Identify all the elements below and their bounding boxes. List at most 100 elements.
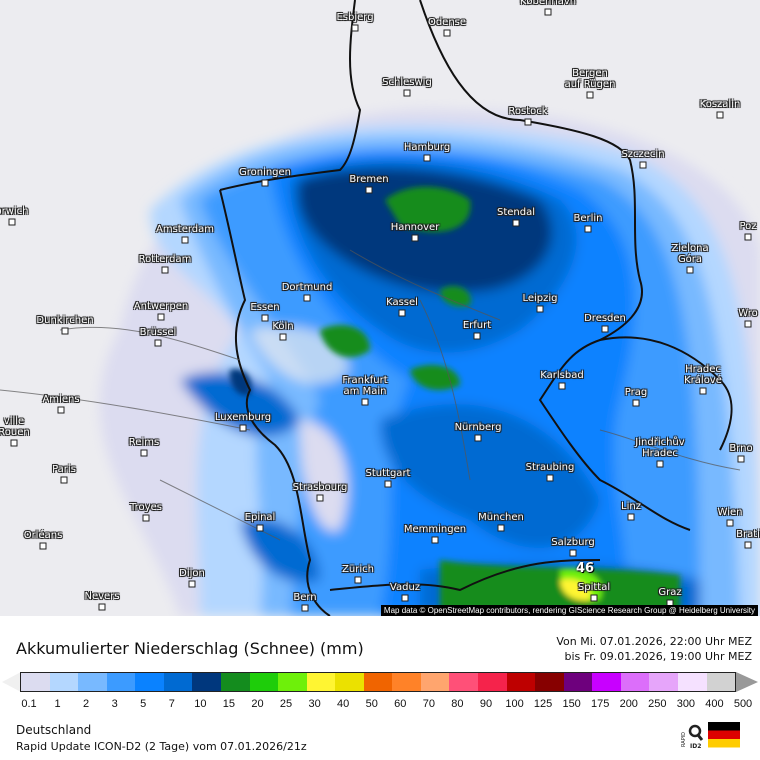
city-label: Paris [52,464,76,475]
city-marker [524,118,532,126]
city-label: Köln [272,321,294,332]
city-marker [398,309,406,317]
city-marker [716,111,724,119]
color-swatch [363,673,393,691]
city-marker [140,449,148,457]
city-marker [411,234,419,242]
scale-tick-label: 60 [394,698,407,710]
city-label: København [519,0,577,7]
city-label: Stuttgart [365,468,411,479]
scale-tick-label: 50 [365,698,378,710]
color-swatch [563,673,593,691]
legend-panel: Akkumulierter Niederschlag (Schnee) (mm)… [0,616,760,760]
city-marker [401,594,409,602]
city-marker [98,603,106,611]
city-label: Hannover [390,222,440,233]
color-swatch [335,673,364,691]
city-label: Karlsbad [540,370,584,381]
city-label: Spittal [577,582,611,593]
city-label: Jindřichův Hradec [635,437,685,459]
city-label: Dresden [584,313,626,324]
city-marker [301,604,309,612]
color-swatch [706,673,736,691]
city-marker [188,580,196,588]
color-swatch [135,673,164,691]
city-marker [10,439,18,447]
color-swatch [649,673,678,691]
city-marker [365,186,373,194]
color-swatch [106,673,136,691]
scale-tick-label: 70 [422,698,435,710]
color-swatch [306,673,336,691]
scale-tick-label: 40 [337,698,350,710]
scale-tick-label: 7 [168,698,175,710]
city-label: Brno [729,443,753,454]
color-swatch [535,673,564,691]
city-label: Szczecin [621,149,665,160]
city-marker [157,313,165,321]
city-label: Brati [736,529,760,540]
city-marker [512,219,520,227]
city-marker [431,536,439,544]
scale-tick-label: 175 [591,698,610,710]
city-marker [726,519,734,527]
scale-tick-label: 100 [505,698,524,710]
max-value-label: 46 [576,561,595,576]
period-from: Von Mi. 07.01.2026, 22:00 Uhr MEZ [556,635,752,648]
city-label: Epinal [244,512,276,523]
city-marker [57,406,65,414]
city-marker [354,576,362,584]
city-label: Koszalin [699,99,741,110]
color-swatch [392,673,421,691]
scale-tick-label: 5 [140,698,147,710]
city-marker [261,314,269,322]
color-swatch [620,673,650,691]
precipitation-field [0,0,760,616]
city-marker [744,320,752,328]
city-marker [279,333,287,341]
legend-title: Akkumulierter Niederschlag (Schnee) (mm) [16,639,364,658]
city-marker [239,424,247,432]
city-marker [699,387,707,395]
city-marker [181,236,189,244]
city-label: Wien [717,507,743,518]
city-marker [303,294,311,302]
city-label: Hamburg [403,142,451,153]
city-label: Troyes [130,502,162,513]
color-swatch [592,673,621,691]
city-label: Amsterdam [155,224,215,235]
city-marker [558,382,566,390]
city-marker [351,24,359,32]
city-marker [656,460,664,468]
city-marker [536,305,544,313]
city-marker [384,480,392,488]
scale-tick-label: 15 [222,698,236,710]
color-swatch [449,673,478,691]
city-marker [154,339,162,347]
city-marker [639,161,647,169]
city-label: Zielona Góra [671,243,709,265]
city-label: Dunkirchen [36,315,94,326]
city-label: Brüssel [139,327,177,338]
scale-tick-label: 300 [676,698,696,710]
scale-tick-label: 400 [705,698,724,710]
city-marker [473,332,481,340]
svg-text:RAPID: RAPID [681,732,687,747]
city-marker [142,514,150,522]
city-label: Hradec Králové [684,364,722,386]
region-label: Deutschland [16,723,92,737]
period-to: bis Fr. 09.01.2026, 19:00 Uhr MEZ [564,650,753,663]
city-marker [161,266,169,274]
city-label: Vaduz [389,582,421,593]
color-swatch [220,673,250,691]
color-swatch [478,673,507,691]
city-label: orwich [0,206,29,217]
city-label: Antwerpen [133,301,189,312]
precipitation-map[interactable]: Esbjerg Odense København Schleswig Bergen auf… [0,0,760,616]
scale-tick-label: 80 [451,698,464,710]
city-label: Leipzig [522,293,558,304]
city-label: Dijon [179,568,205,579]
city-label: Esbjerg [336,12,374,23]
city-label: Prag [624,387,648,398]
model-run-label: Rapid Update ICON-D2 (2 Tage) vom 07.01.… [16,740,307,753]
